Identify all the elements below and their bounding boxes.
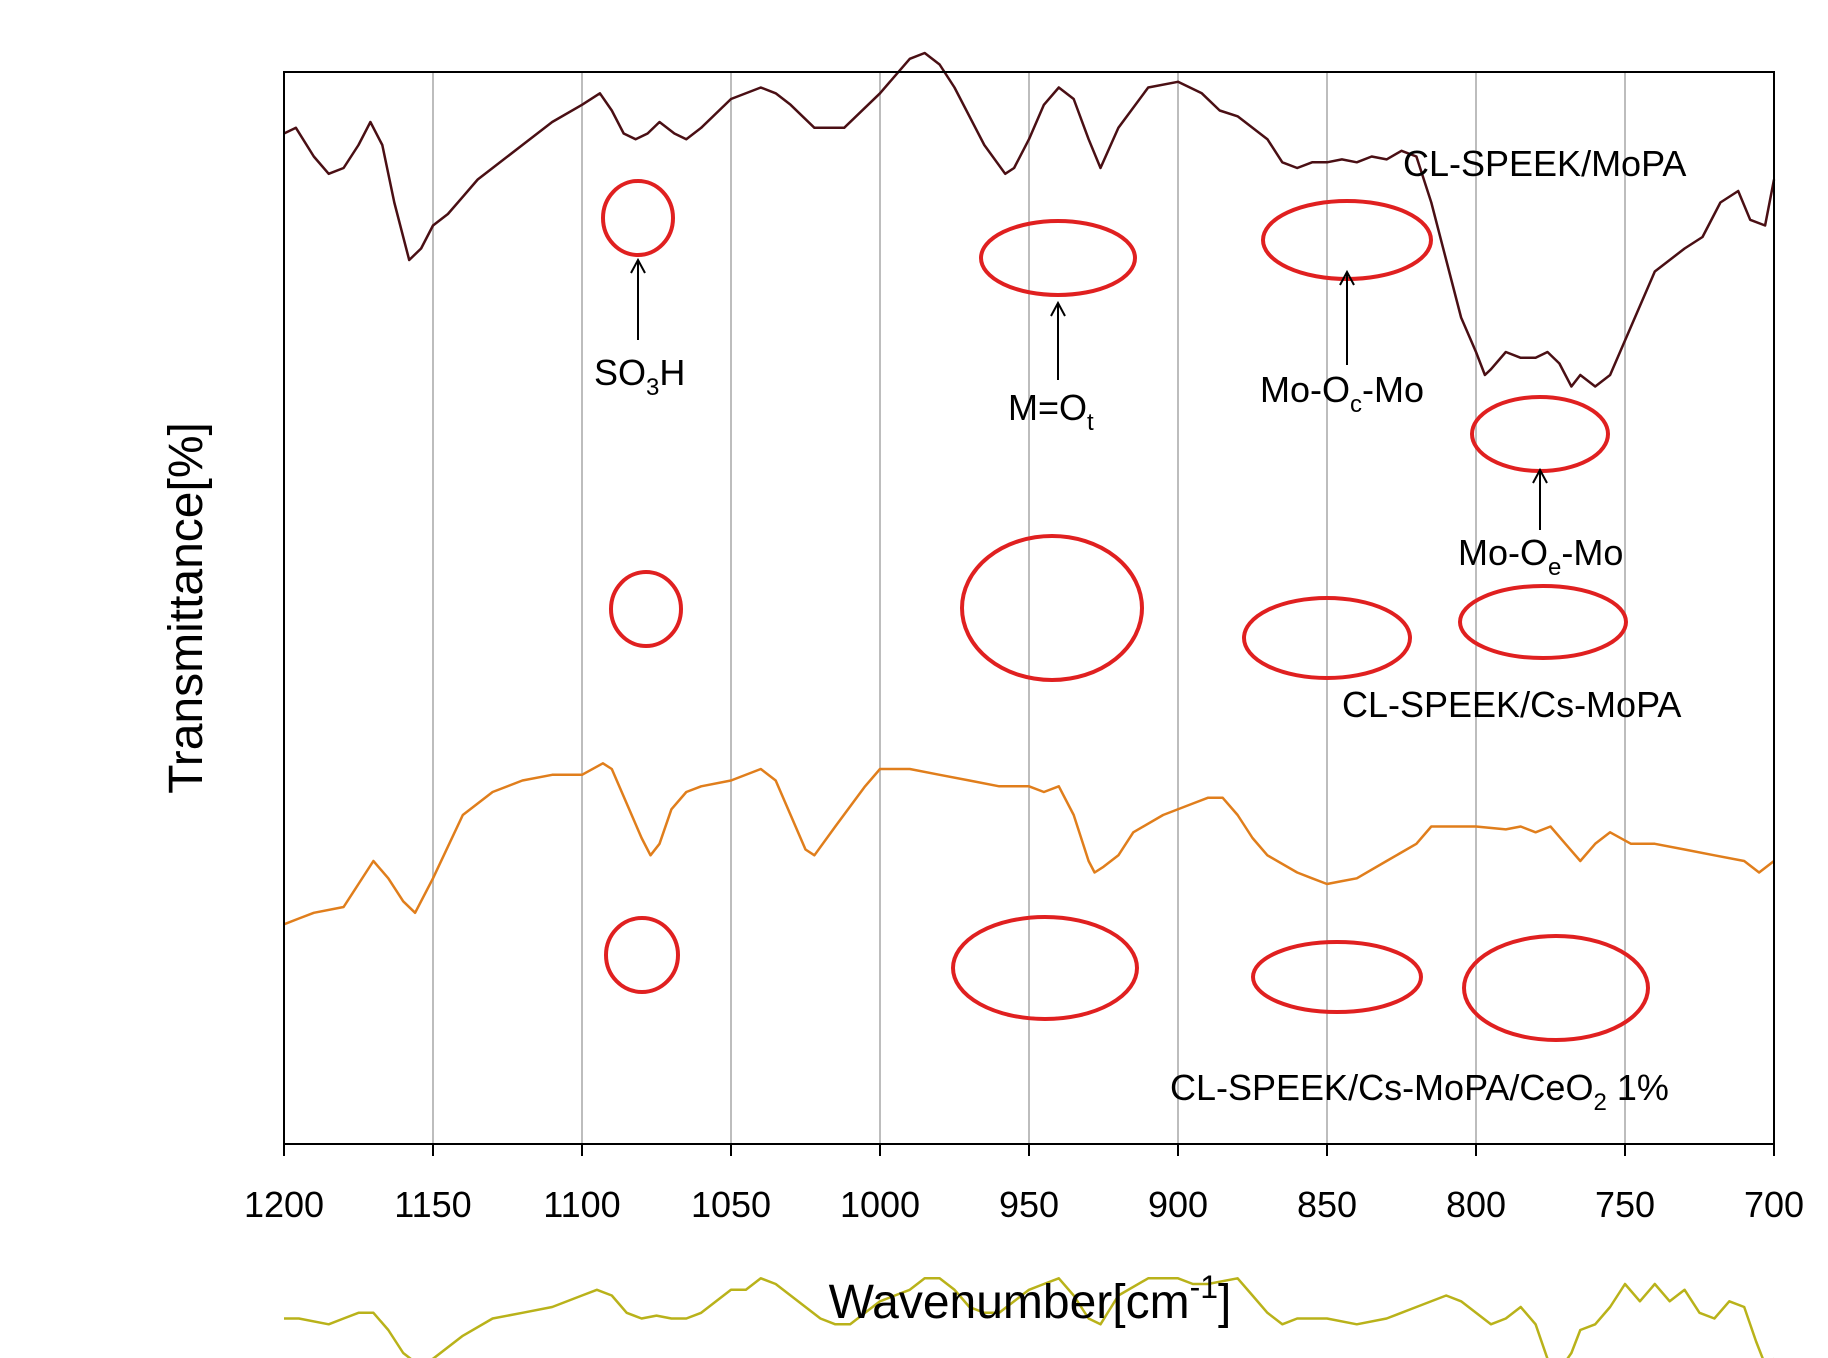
annotation-mot: M=Ot xyxy=(1008,387,1094,436)
x-tick-label: 1100 xyxy=(543,1184,620,1225)
highlight-ellipse-5 xyxy=(609,570,683,648)
series-label-mopa: CL-SPEEK/MoPA xyxy=(1403,143,1686,184)
series-label-cs-mopa: CL-SPEEK/Cs-MoPA xyxy=(1342,684,1681,725)
annotation-moc: Mo-Oc-Mo xyxy=(1260,369,1424,418)
spectra xyxy=(283,51,1776,1358)
highlight-ellipse-8 xyxy=(1458,584,1628,660)
highlight-ellipse-1 xyxy=(601,179,675,257)
x-tick-label: 850 xyxy=(1297,1184,1357,1225)
x-tick-label: 1150 xyxy=(394,1184,471,1225)
series-line-2 xyxy=(283,762,1775,926)
highlight-ellipse-11 xyxy=(1251,940,1423,1014)
highlight-ellipse-7 xyxy=(1242,596,1412,680)
peak-highlights xyxy=(601,179,1650,1042)
series-line-3 xyxy=(284,1277,1774,1358)
x-axis-ticks: 1200 1150 1100 1050 1000 950 900 850 800 750 700 xyxy=(244,1144,1804,1225)
series-line-1 xyxy=(283,51,1776,388)
x-tick-label: 800 xyxy=(1446,1184,1506,1225)
highlight-ellipse-3 xyxy=(1261,199,1433,281)
series-label-ceo2: CL-SPEEK/Cs-MoPA/CeO2 1% xyxy=(1170,1067,1669,1116)
highlight-ellipse-10 xyxy=(951,915,1139,1021)
highlight-ellipse-9 xyxy=(604,916,680,994)
x-tick-label: 1200 xyxy=(244,1184,324,1225)
highlight-ellipse-4 xyxy=(1470,395,1610,473)
x-tick-label: 950 xyxy=(999,1184,1059,1225)
x-tick-label: 900 xyxy=(1148,1184,1208,1225)
grid-lines xyxy=(432,72,1626,1144)
annotation-so3h: SO3H xyxy=(594,352,685,401)
highlight-ellipse-12 xyxy=(1462,934,1650,1042)
y-axis-title: Transmittance[%] xyxy=(160,422,213,794)
x-tick-label: 700 xyxy=(1744,1184,1804,1225)
annotation-moe: Mo-Oe-Mo xyxy=(1458,532,1623,581)
annotation-arrows xyxy=(630,257,1548,530)
x-axis-title: Wavenumber[cm-1] xyxy=(829,1269,1232,1329)
x-tick-label: 1000 xyxy=(840,1184,920,1225)
x-tick-label: 750 xyxy=(1595,1184,1655,1225)
x-tick-label: 1050 xyxy=(691,1184,771,1225)
highlight-ellipse-6 xyxy=(960,534,1144,682)
highlight-ellipse-2 xyxy=(979,219,1137,297)
